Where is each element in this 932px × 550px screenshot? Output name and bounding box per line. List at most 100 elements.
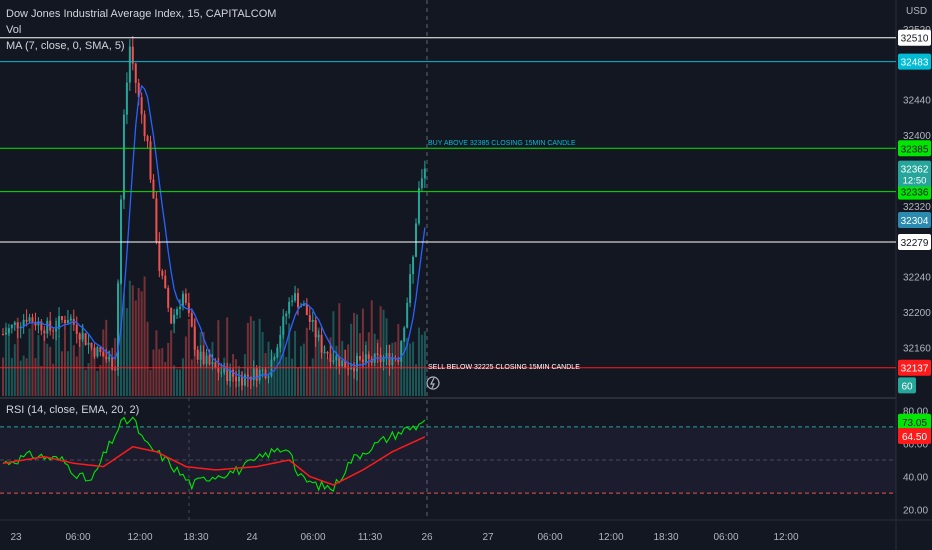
candle-body[interactable] <box>376 353 379 355</box>
candle-body[interactable] <box>308 315 311 322</box>
candles[interactable] <box>2 36 426 391</box>
candle-body[interactable] <box>199 351 202 360</box>
candle-body[interactable] <box>140 97 143 115</box>
candle-body[interactable] <box>52 330 55 332</box>
candle-body[interactable] <box>4 332 7 335</box>
candle-body[interactable] <box>223 366 226 373</box>
candle-body[interactable] <box>84 333 87 345</box>
candle-body[interactable] <box>353 368 356 372</box>
candle-body[interactable] <box>128 46 131 83</box>
candle-body[interactable] <box>317 334 320 338</box>
rsi-ma-line[interactable] <box>2 436 426 486</box>
candle-body[interactable] <box>87 342 90 345</box>
candle-body[interactable] <box>43 330 46 334</box>
candle-body[interactable] <box>2 334 4 336</box>
candle-body[interactable] <box>187 302 190 313</box>
candle-body[interactable] <box>81 333 84 340</box>
candle-body[interactable] <box>58 316 61 329</box>
candle-body[interactable] <box>273 357 276 360</box>
candle-body[interactable] <box>173 314 176 324</box>
candle-body[interactable] <box>149 141 152 180</box>
candle-body[interactable] <box>367 354 370 359</box>
candle-body[interactable] <box>423 168 426 179</box>
candle-body[interactable] <box>55 328 58 332</box>
candle-body[interactable] <box>297 293 299 308</box>
candle-body[interactable] <box>193 326 196 350</box>
candle-body[interactable] <box>276 347 279 358</box>
candle-body[interactable] <box>181 293 184 307</box>
candle-body[interactable] <box>25 319 28 322</box>
candle-body[interactable] <box>10 324 13 329</box>
candle-body[interactable] <box>28 317 31 322</box>
candle-body[interactable] <box>279 334 282 348</box>
candle-body[interactable] <box>412 256 415 275</box>
candle-body[interactable] <box>320 334 323 353</box>
rsi-line[interactable] <box>2 416 426 492</box>
candle-body[interactable] <box>205 355 208 365</box>
candle-body[interactable] <box>120 199 122 284</box>
candle-body[interactable] <box>108 357 111 360</box>
candle-body[interactable] <box>167 287 170 308</box>
candle-body[interactable] <box>96 347 99 357</box>
candle-body[interactable] <box>420 178 423 189</box>
candle-body[interactable] <box>282 316 285 335</box>
candle-body[interactable] <box>75 324 78 334</box>
candle-body[interactable] <box>415 223 417 257</box>
candle-body[interactable] <box>385 353 388 358</box>
candle-body[interactable] <box>326 352 329 354</box>
candle-body[interactable] <box>329 353 332 362</box>
candle-body[interactable] <box>40 321 43 331</box>
candle-body[interactable] <box>356 356 358 372</box>
candle-body[interactable] <box>7 328 10 333</box>
candle-body[interactable] <box>93 347 96 357</box>
candle-body[interactable] <box>125 82 128 115</box>
candle-body[interactable] <box>417 188 420 224</box>
candle-body[interactable] <box>161 270 164 276</box>
candle-body[interactable] <box>143 114 146 137</box>
candle-body[interactable] <box>111 357 114 370</box>
candle-body[interactable] <box>238 376 240 382</box>
candle-body[interactable] <box>158 241 161 271</box>
candle-body[interactable] <box>252 368 255 381</box>
candle-body[interactable] <box>164 275 167 288</box>
candle-body[interactable] <box>184 293 187 303</box>
candle-body[interactable] <box>217 367 220 373</box>
candle-body[interactable] <box>267 376 270 379</box>
candle-body[interactable] <box>122 114 125 200</box>
candle-body[interactable] <box>78 333 81 340</box>
candle-body[interactable] <box>364 354 367 363</box>
candle-body[interactable] <box>240 376 243 386</box>
candle-body[interactable] <box>288 301 291 314</box>
candle-body[interactable] <box>335 356 338 361</box>
candle-body[interactable] <box>338 356 341 367</box>
candle-body[interactable] <box>391 357 394 366</box>
candle-body[interactable] <box>406 302 409 328</box>
candle-body[interactable] <box>220 372 223 374</box>
candle-body[interactable] <box>258 370 261 381</box>
candle-body[interactable] <box>134 63 137 83</box>
candle-body[interactable] <box>285 313 288 317</box>
candle-body[interactable] <box>22 319 25 327</box>
candle-body[interactable] <box>291 300 294 302</box>
candle-body[interactable] <box>176 309 179 315</box>
candle-body[interactable] <box>131 46 134 64</box>
candle-body[interactable] <box>344 360 347 369</box>
candle-body[interactable] <box>196 349 199 360</box>
sell-annotation[interactable]: SELL BELOW 32225 CLOSING 15MIN CANDLE <box>428 364 580 371</box>
candle-body[interactable] <box>34 322 37 326</box>
candle-body[interactable] <box>152 179 155 199</box>
rsi-pane[interactable] <box>0 416 896 494</box>
candle-body[interactable] <box>69 318 72 321</box>
candle-body[interactable] <box>332 360 335 362</box>
rsi-legend[interactable]: RSI (14, close, EMA, 20, 2) <box>6 404 143 416</box>
candle-body[interactable] <box>66 320 69 324</box>
candle-body[interactable] <box>261 369 264 371</box>
candle-body[interactable] <box>409 274 412 303</box>
candle-body[interactable] <box>232 369 235 377</box>
candle-body[interactable] <box>146 136 149 142</box>
candle-body[interactable] <box>358 356 361 360</box>
candle-body[interactable] <box>202 351 205 365</box>
candle-body[interactable] <box>382 357 385 362</box>
candle-body[interactable] <box>90 342 93 348</box>
